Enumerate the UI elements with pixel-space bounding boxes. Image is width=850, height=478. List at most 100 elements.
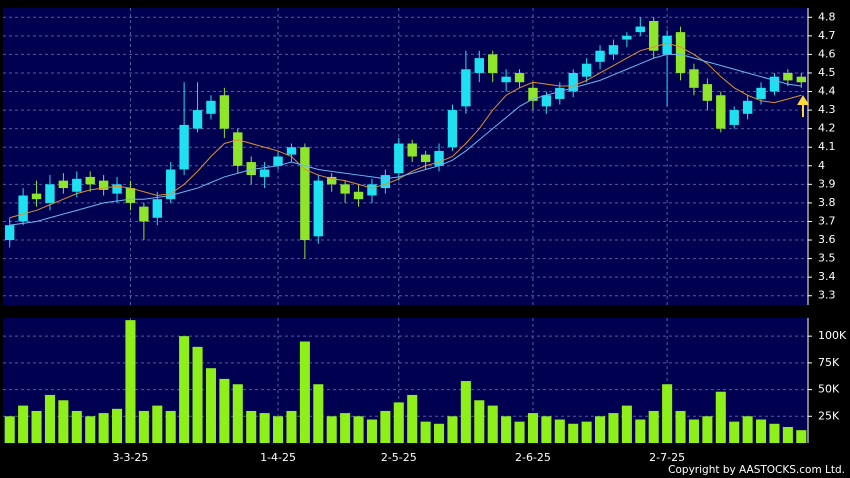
volume-bar: [554, 419, 565, 443]
volume-bar: [595, 416, 606, 443]
volume-bar: [407, 394, 418, 443]
volume-bar: [71, 410, 82, 443]
copyright: Copyright by AASTOCKS.com Ltd.: [668, 464, 845, 476]
candle-body: [300, 147, 310, 241]
volume-bar: [246, 410, 257, 443]
y-tick-label: 4.2: [818, 122, 836, 135]
volume-bar: [460, 381, 471, 443]
volume-bar: [541, 416, 552, 443]
candle-body: [635, 26, 645, 33]
candle-body: [474, 58, 484, 73]
candle-body: [394, 143, 404, 174]
volume-bar: [675, 410, 686, 443]
candle-body: [568, 72, 578, 92]
volume-bar: [4, 416, 15, 443]
volume-bar: [474, 400, 485, 443]
candle-body: [702, 84, 713, 101]
candle-body: [581, 63, 592, 77]
volume-bar: [501, 416, 512, 443]
y-tick-label: 75K: [818, 356, 840, 369]
candle-body: [608, 45, 619, 55]
volume-bar: [702, 416, 713, 443]
volume-bar: [98, 413, 109, 443]
candle-body: [219, 95, 230, 129]
candle-body: [98, 180, 109, 190]
candle-body: [675, 32, 686, 73]
volume-bar: [715, 391, 726, 443]
volume-bar: [380, 410, 391, 443]
candle-body: [259, 169, 270, 177]
volume-bar: [58, 400, 69, 443]
candle-body: [152, 199, 162, 218]
candle-body: [45, 184, 55, 203]
volume-bar: [447, 416, 458, 443]
volume-panel: [3, 318, 808, 443]
candle-body: [541, 95, 552, 107]
volume-bar: [31, 410, 42, 443]
candle-body: [555, 87, 565, 99]
candle-body: [367, 184, 377, 196]
y-tick-label: 4.4: [818, 85, 836, 98]
y-tick-label: 4: [818, 159, 825, 172]
volume-bar: [527, 413, 538, 443]
plot-layer: 3.3 3.4 3.5 3.6 3.7 3.8 3.9 4 4.1 4.2 4.3 4.4 4.5 4.6…: [3, 8, 847, 464]
candle-body: [461, 69, 471, 107]
candle-body: [139, 206, 149, 222]
volume-bar: [568, 423, 579, 443]
volume-bar: [742, 416, 753, 443]
marker-arrow: [797, 95, 809, 117]
candle-body: [407, 143, 417, 157]
volume-bar: [648, 410, 659, 443]
volume-bar: [487, 405, 498, 443]
y-tick-label: 4.6: [818, 47, 836, 60]
y-tick-label: 3.4: [818, 270, 836, 283]
volume-bar: [219, 378, 230, 443]
volume-bar: [326, 416, 337, 443]
candle-body: [528, 87, 538, 101]
volume-bar: [420, 421, 431, 443]
volume-bar: [769, 423, 780, 443]
volume-bar: [232, 384, 243, 443]
volume-bar: [581, 421, 592, 443]
x-tick-label: 2-5-25: [381, 451, 417, 464]
candle-body: [179, 124, 189, 170]
price-panel: [3, 8, 808, 305]
volume-bar: [635, 419, 646, 443]
candle-body: [662, 35, 672, 55]
candle-body: [742, 100, 753, 114]
candle-body: [689, 69, 699, 88]
volume-bar: [299, 341, 310, 443]
y-tick-label: 4.5: [818, 66, 836, 79]
volume-bar: [112, 408, 123, 443]
volume-bar: [353, 416, 364, 443]
candle-body: [246, 162, 256, 176]
volume-bar: [608, 413, 619, 443]
volume-bar: [273, 416, 284, 443]
candle-body: [85, 176, 95, 185]
y-tick-label: 3.9: [818, 177, 836, 190]
candle-body: [769, 76, 780, 92]
volume-bar: [286, 410, 297, 443]
volume-bar: [729, 421, 740, 443]
candle-body: [5, 225, 15, 241]
x-tick-label: 2-6-25: [515, 451, 551, 464]
y-tick-label: 3.7: [818, 214, 836, 227]
candle-body: [206, 100, 216, 114]
y-tick-label: 4.7: [818, 29, 836, 42]
volume-bar: [192, 346, 203, 443]
x-tick-label: 1-4-25: [260, 451, 296, 464]
candle-body: [434, 150, 444, 166]
volume-bar: [179, 336, 190, 443]
volume-bar: [152, 405, 163, 443]
candle-body: [31, 193, 42, 200]
volume-bar: [259, 413, 270, 443]
volume-bar: [165, 410, 176, 443]
candle-body: [595, 50, 605, 62]
volume-bar: [138, 410, 149, 443]
candle-body: [313, 180, 323, 237]
volume-bar: [205, 368, 216, 443]
volume-bar: [782, 426, 793, 443]
candle-body: [353, 191, 364, 200]
candle-body: [166, 169, 176, 200]
